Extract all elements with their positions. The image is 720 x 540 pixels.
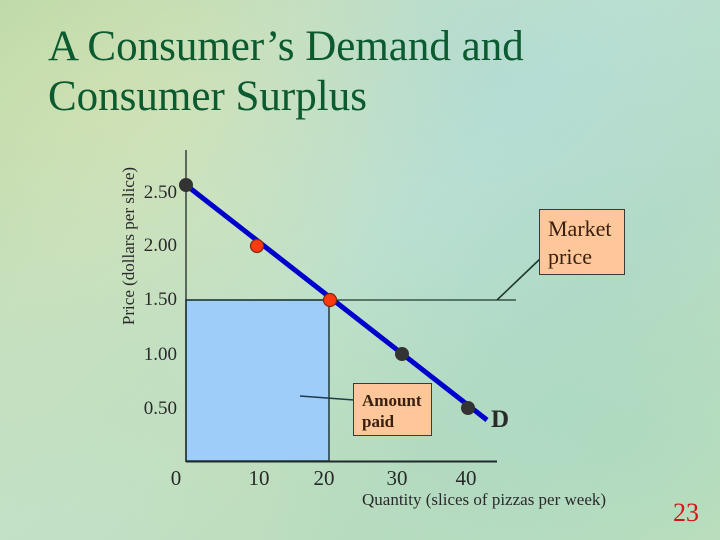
y-tick-2.50: 2.50	[143, 182, 177, 203]
slide-title: A Consumer’s Demand and Consumer Surplus	[48, 22, 524, 122]
point-q30	[395, 347, 409, 361]
amount-paid-area	[185, 299, 330, 462]
market-price-leader	[496, 257, 542, 301]
point-q40	[461, 401, 475, 415]
y-axis-label: Price (dollars per slice)	[119, 166, 138, 326]
page-number: 23	[673, 498, 699, 527]
amount-paid-callout: Amount paid	[353, 383, 432, 436]
y-tick-2.00: 2.00	[143, 235, 177, 256]
x-tick-20: 20	[313, 466, 335, 490]
point-q10	[249, 238, 265, 254]
x-tick-0: 0	[170, 466, 182, 490]
x-tick-10: 10	[248, 466, 270, 490]
market-price-callout: Market price	[539, 209, 625, 275]
demand-label: D	[491, 406, 510, 433]
x-tick-40: 40	[455, 466, 477, 490]
amount-paid-leader	[299, 395, 355, 401]
y-tick-0.50: 0.50	[143, 398, 177, 419]
x-axis-label: Quantity (slices of pizzas per week)	[362, 490, 607, 509]
point-q20	[322, 292, 338, 308]
x-tick-30: 30	[386, 466, 408, 490]
point-q0	[179, 178, 193, 192]
title-line-2: Consumer Surplus	[48, 73, 367, 120]
y-tick-1.00: 1.00	[143, 344, 177, 365]
y-tick-1.50: 1.50	[143, 289, 177, 310]
title-line-1: A Consumer’s Demand and	[48, 23, 524, 70]
